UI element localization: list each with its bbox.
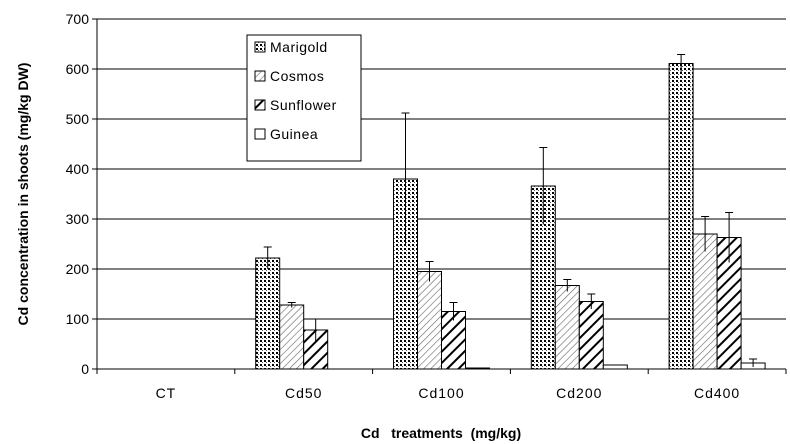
bars [255, 63, 766, 370]
bar-marigold-cd50 [255, 257, 281, 370]
y-tick-label: 400 [66, 161, 90, 177]
legend-label-guinea: Guinea [270, 126, 318, 142]
x-tick-label: Cd200 [556, 385, 602, 401]
bar-cosmos-cd50 [279, 304, 305, 370]
bar-sunflower-cd100 [441, 311, 466, 370]
legend-label-marigold: Marigold [270, 39, 328, 55]
y-tick-label: 300 [66, 211, 90, 227]
x-tick-labels: CT Cd50 Cd100 Cd200 Cd400 [156, 385, 740, 401]
y-tick-label: 600 [66, 61, 90, 77]
bar-cosmos-cd400 [692, 233, 718, 370]
legend-swatch-guinea [254, 128, 266, 140]
y-tick-label: 0 [81, 361, 89, 377]
legend-swatch-cosmos [254, 70, 266, 82]
legend-box [246, 34, 362, 162]
legend: Marigold Cosmos Sunflower Guinea [246, 34, 362, 162]
x-tick-label: CT [156, 385, 177, 401]
y-tick-label: 100 [66, 311, 90, 327]
bar-guinea-cd200 [602, 364, 628, 370]
y-tick-label: 700 [66, 11, 90, 27]
bar-marigold-cd400 [668, 63, 694, 370]
y-axis-title: Cd concentration in shoots (mg/kg DW) [15, 63, 31, 326]
x-axis-title: Cd treatments (mg/kg) [361, 425, 521, 441]
error-bars [263, 54, 758, 367]
legend-label-sunflower: Sunflower [270, 97, 337, 113]
bar-cosmos-cd200 [554, 285, 580, 370]
legend-label-cosmos: Cosmos [270, 68, 324, 84]
x-tick-label: Cd50 [285, 385, 322, 401]
y-tick-label: 200 [66, 261, 90, 277]
bar-sunflower-cd200 [578, 301, 604, 370]
x-tick-label: Cd400 [694, 385, 740, 401]
y-tick-label: 500 [66, 111, 90, 127]
y-tick-labels: 0 100 200 300 400 500 600 700 [66, 11, 90, 377]
bar-cosmos-cd100 [417, 271, 442, 370]
legend-swatch-sunflower [254, 99, 266, 111]
legend-swatch-marigold [254, 41, 266, 53]
x-tick-label: Cd100 [418, 385, 464, 401]
axes [96, 19, 787, 374]
